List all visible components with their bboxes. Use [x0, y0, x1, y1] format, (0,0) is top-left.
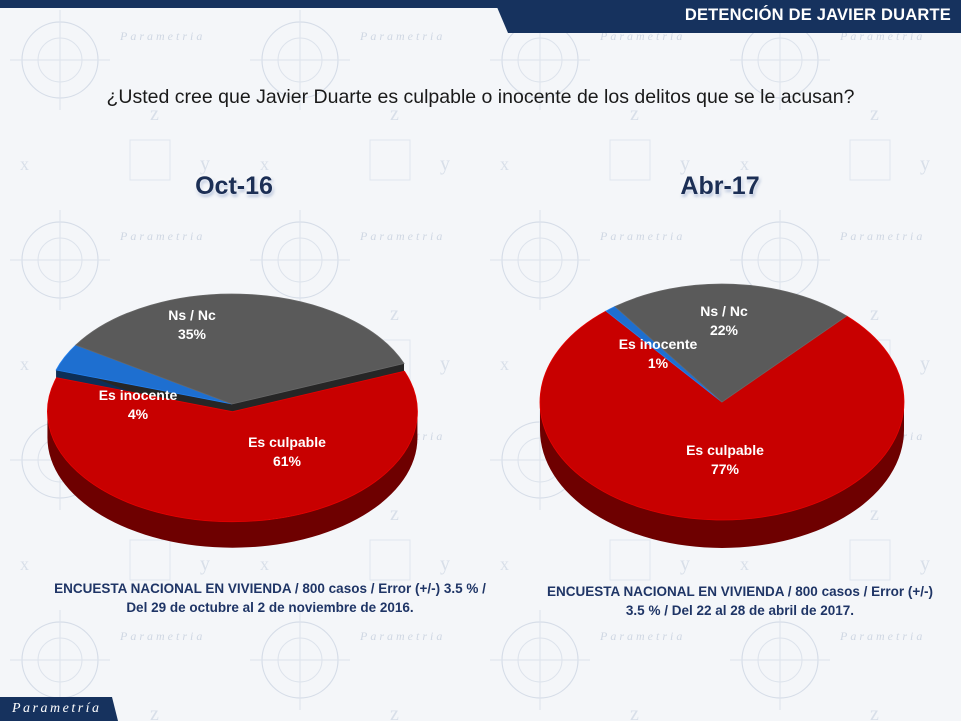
chart-2-footnote: ENCUESTA NACIONAL EN VIVIENDA / 800 caso… — [520, 582, 960, 620]
oct16-label-inocente-value: 4% — [128, 406, 149, 422]
chart-2-footnote-line1: ENCUESTA NACIONAL EN VIVIENDA / 800 caso… — [547, 584, 933, 599]
abr17-label-inocente-name: Es inocente — [619, 336, 698, 352]
oct16-label-nsnc-value: 35% — [178, 326, 207, 342]
oct16-slice-culpable — [47, 370, 418, 523]
chart-1-footnote: ENCUESTA NACIONAL EN VIVIENDA / 800 caso… — [50, 579, 490, 617]
abr17-slice-culpable — [539, 310, 905, 521]
abr17-label-culpable-name: Es culpable — [686, 442, 764, 458]
chart-2-title: Abr-17 — [680, 172, 760, 200]
chart-1-footnote-line2: Del 29 de octubre al 2 de noviembre de 2… — [126, 600, 414, 615]
chart-1-title: Oct-16 — [195, 172, 273, 200]
chart-1-footnote-line1: ENCUESTA NACIONAL EN VIVIENDA / 800 caso… — [54, 581, 486, 596]
oct16-label-culpable-value: 61% — [273, 453, 302, 469]
abr17-label-inocente-value: 1% — [648, 355, 669, 371]
abr17-label-nsnc-value: 22% — [710, 322, 739, 338]
chart-2-footnote-line2: 3.5 % / Del 22 al 28 de abril de 2017. — [625, 603, 855, 618]
oct16-label-inocente-name: Es inocente — [99, 387, 178, 403]
top-bar — [0, 0, 961, 8]
brand-logo: Parametría — [0, 697, 118, 721]
abr17-label-culpable-value: 77% — [711, 461, 740, 477]
survey-question: ¿Usted cree que Javier Duarte es culpabl… — [106, 86, 855, 108]
abr17-label-nsnc-name: Ns / Nc — [700, 303, 748, 319]
oct16-label-nsnc-name: Ns / Nc — [168, 307, 216, 323]
oct16-slice-culpable-side — [47, 411, 418, 548]
abr17-slice-nsnc — [614, 283, 848, 403]
oct16-slice-nsnc — [75, 293, 405, 405]
header-title: DETENCIÓN DE JAVIER DUARTE — [684, 6, 951, 24]
abr17-slice-culpable-side — [540, 402, 904, 548]
header-tab: DETENCIÓN DE JAVIER DUARTE — [494, 0, 961, 33]
oct16-label-culpable-name: Es culpable — [248, 434, 326, 450]
